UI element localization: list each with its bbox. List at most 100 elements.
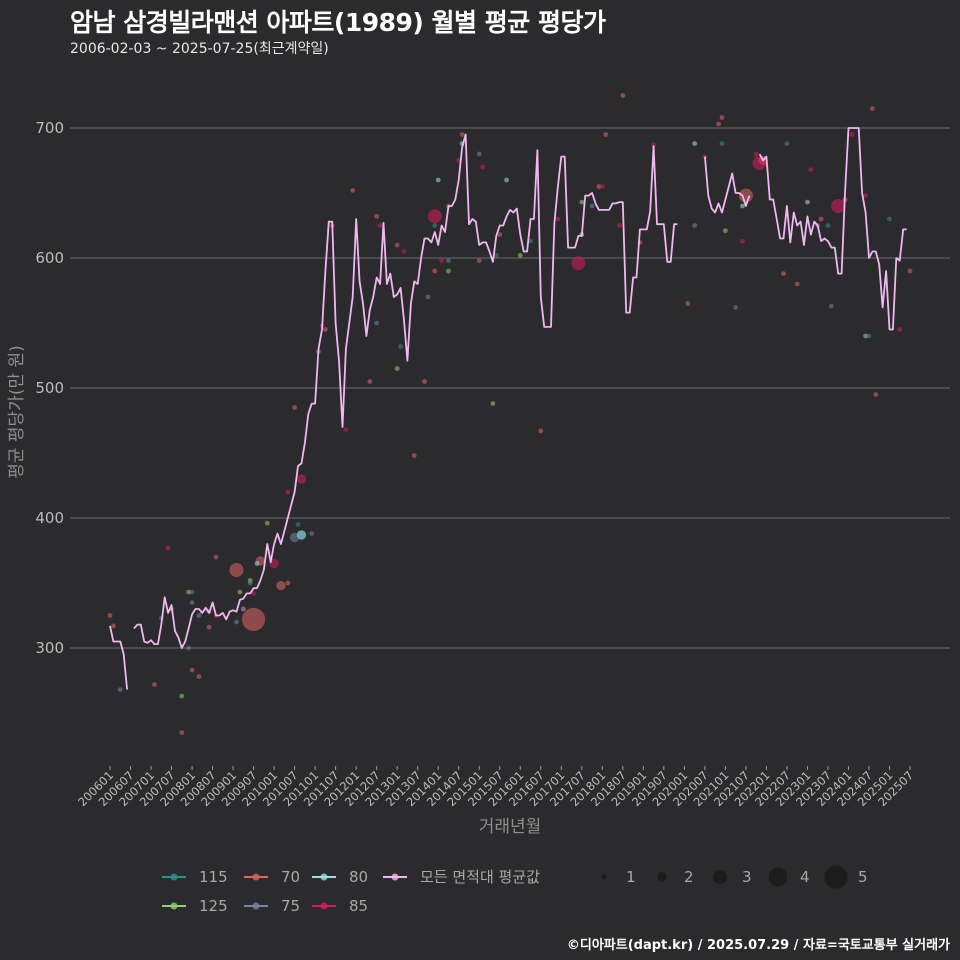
- point-85: [702, 154, 708, 160]
- point-70: [374, 214, 380, 219]
- point-70: [285, 580, 291, 586]
- point-70: [411, 453, 417, 458]
- point-70: [432, 268, 438, 274]
- point-115: [493, 253, 499, 258]
- point-70: [394, 242, 400, 248]
- average-line: [109, 127, 907, 690]
- legend-label: 125: [199, 897, 228, 915]
- chart-title: 암남 삼경빌라맨션 아파트(1989) 월별 평균 평당가: [70, 8, 606, 37]
- scatter-points: [107, 93, 913, 735]
- point-125: [579, 199, 585, 205]
- legend-size-point: [601, 874, 607, 880]
- y-tick-label: 700: [35, 119, 64, 137]
- y-tick-label: 300: [35, 639, 64, 657]
- x-axis-ticks: 2006012006072007012007072008012008072009…: [75, 766, 916, 809]
- legend-size-label: 3: [742, 868, 752, 886]
- y-axis-ticks: 300 400 500 600 700: [35, 119, 64, 657]
- point-85: [831, 199, 846, 213]
- point-85: [401, 249, 407, 254]
- point-75: [425, 294, 431, 300]
- point-70: [292, 405, 298, 410]
- point-85: [753, 151, 759, 157]
- point-125: [490, 401, 496, 406]
- point-70: [189, 667, 195, 673]
- legend-key-point: [170, 873, 178, 881]
- point-115: [719, 141, 725, 147]
- point-115: [432, 223, 438, 228]
- point-75: [733, 305, 739, 310]
- legend-label: 80: [349, 868, 368, 886]
- point-85: [897, 327, 903, 332]
- point-70: [213, 554, 219, 560]
- point-115: [528, 238, 533, 244]
- point-70: [719, 115, 725, 120]
- legend-label: 75: [281, 897, 300, 915]
- point-125: [237, 589, 243, 595]
- point-70: [276, 580, 286, 591]
- legend-size: 1 2 3 4 5: [601, 865, 868, 889]
- point-75: [309, 531, 315, 536]
- point-70: [229, 563, 244, 577]
- point-75: [234, 619, 239, 625]
- point-75: [476, 151, 482, 157]
- point-70: [497, 232, 503, 238]
- point-115: [189, 589, 195, 595]
- point-70: [459, 132, 465, 137]
- point-70: [738, 188, 753, 203]
- point-85: [555, 216, 561, 222]
- point-70: [781, 271, 786, 276]
- legend-size-point: [824, 865, 848, 889]
- point-85: [251, 591, 256, 596]
- point-85: [480, 164, 486, 170]
- point-85: [296, 474, 307, 484]
- point-70: [422, 379, 427, 384]
- point-125: [722, 228, 728, 234]
- point-85: [740, 238, 745, 244]
- point-75: [240, 606, 246, 612]
- point-70: [107, 613, 113, 618]
- point-85: [599, 184, 605, 189]
- point-85: [571, 256, 586, 271]
- point-115: [784, 141, 790, 147]
- legend-size-point: [768, 867, 788, 887]
- point-70: [206, 624, 212, 630]
- point-125: [264, 520, 270, 526]
- point-70: [794, 281, 800, 287]
- point-80: [740, 203, 745, 209]
- point-70: [620, 93, 626, 98]
- point-70: [685, 301, 691, 306]
- point-75: [446, 258, 451, 263]
- point-85: [427, 209, 442, 224]
- legend-label: 115: [199, 868, 228, 886]
- point-85: [863, 193, 868, 199]
- point-115: [398, 344, 403, 349]
- legend-color: 115 125 70 75 80 85 모든 면적대 평균값: [162, 868, 540, 915]
- point-125: [179, 693, 185, 699]
- point-85: [617, 223, 622, 228]
- legend-size-point: [657, 872, 667, 882]
- y-tick-label: 600: [35, 249, 64, 267]
- legend-size-label: 4: [800, 868, 810, 886]
- point-75: [374, 320, 380, 326]
- point-85: [651, 142, 656, 148]
- point-70: [818, 216, 824, 222]
- point-75: [247, 580, 253, 586]
- legend-size-label: 2: [684, 868, 694, 886]
- legend-key-point: [320, 902, 328, 910]
- point-70: [476, 258, 482, 263]
- point-80: [254, 561, 260, 566]
- legend-key-point: [170, 902, 178, 910]
- point-80: [435, 177, 441, 183]
- point-75: [117, 687, 123, 692]
- point-125: [517, 253, 523, 258]
- point-85: [285, 489, 291, 495]
- point-70: [716, 121, 721, 127]
- legend-size-label: 1: [626, 868, 636, 886]
- point-70: [111, 623, 116, 629]
- x-axis-title: 거래년월: [479, 817, 542, 837]
- point-70: [152, 682, 157, 687]
- point-75: [189, 600, 195, 605]
- point-70: [596, 184, 602, 189]
- point-115: [887, 216, 892, 222]
